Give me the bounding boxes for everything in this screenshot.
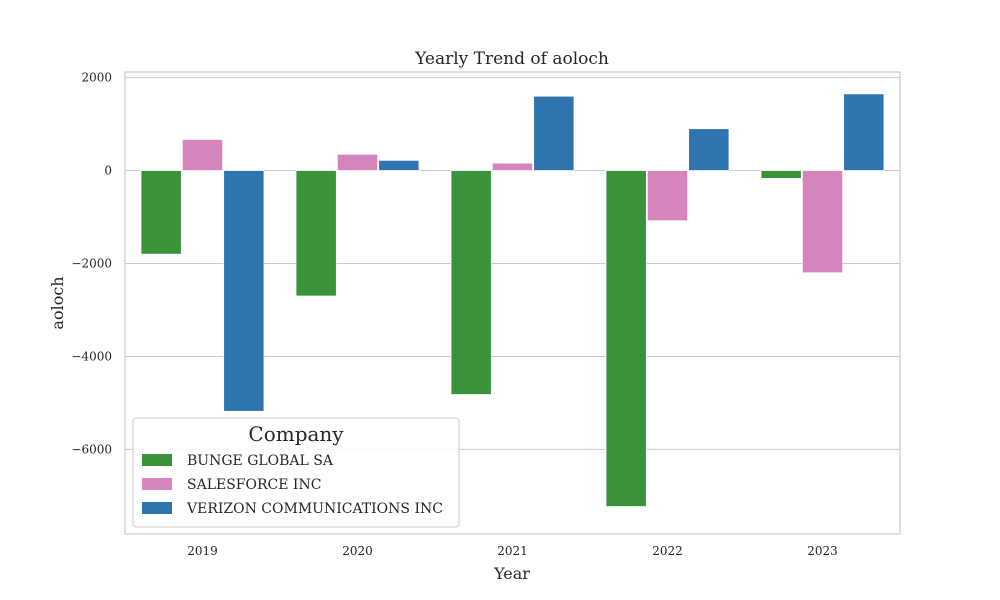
y-tick-label: −6000 <box>71 442 112 456</box>
y-tick-label: 2000 <box>81 71 112 85</box>
x-axis-ticks: 2019 2020 2021 2022 2023 <box>187 544 838 558</box>
bars <box>140 93 885 507</box>
legend-swatch <box>142 478 172 490</box>
bar-verizon-communications-inc-2019 <box>223 170 265 412</box>
bar-bunge-global-sa-2022 <box>605 170 647 507</box>
y-tick-label: −4000 <box>71 349 112 363</box>
legend-title: Company <box>248 422 344 446</box>
bar-salesforce-inc-2023 <box>801 170 844 274</box>
y-tick-label: −2000 <box>71 256 112 270</box>
legend-swatch <box>142 454 172 466</box>
legend-entry-label: SALESFORCE INC <box>187 477 321 493</box>
bar-verizon-communications-inc-2020 <box>378 159 420 171</box>
plot-frame <box>124 71 901 535</box>
chart-title: Yearly Trend of aoloch <box>414 49 609 69</box>
bar-salesforce-inc-2021 <box>491 162 534 171</box>
bar-bunge-global-sa-2020 <box>295 170 337 297</box>
bar-bunge-global-sa-2023 <box>760 170 802 179</box>
y-axis-ticks: 2000 0 −2000 −4000 −6000 <box>71 71 112 457</box>
bar-bunge-global-sa-2019 <box>140 170 182 255</box>
x-tick-label: 2022 <box>652 544 683 558</box>
x-tick-label: 2021 <box>497 544 528 558</box>
x-tick-label: 2023 <box>807 544 838 558</box>
legend-entry-label: BUNGE GLOBAL SA <box>187 453 334 469</box>
bar-bunge-global-sa-2021 <box>450 170 492 395</box>
bar-verizon-communications-inc-2021 <box>533 95 575 171</box>
legend-entry-label: VERIZON COMMUNICATIONS INC <box>186 501 443 517</box>
y-tick-label: 0 <box>104 164 112 178</box>
x-axis-label: Year <box>493 564 530 583</box>
bar-salesforce-inc-2020 <box>336 153 379 171</box>
x-tick-label: 2020 <box>342 544 373 558</box>
bar-salesforce-inc-2019 <box>181 138 224 171</box>
bar-verizon-communications-inc-2023 <box>843 93 885 171</box>
x-tick-label: 2019 <box>187 544 218 558</box>
legend-frame <box>132 417 460 528</box>
bar-salesforce-inc-2022 <box>646 170 689 222</box>
y-axis-label: aoloch <box>48 276 67 329</box>
legend-swatch <box>142 502 172 514</box>
legend: Company BUNGE GLOBAL SA SALESFORCE INC VER… <box>132 417 460 528</box>
bar-verizon-communications-inc-2022 <box>688 128 730 171</box>
